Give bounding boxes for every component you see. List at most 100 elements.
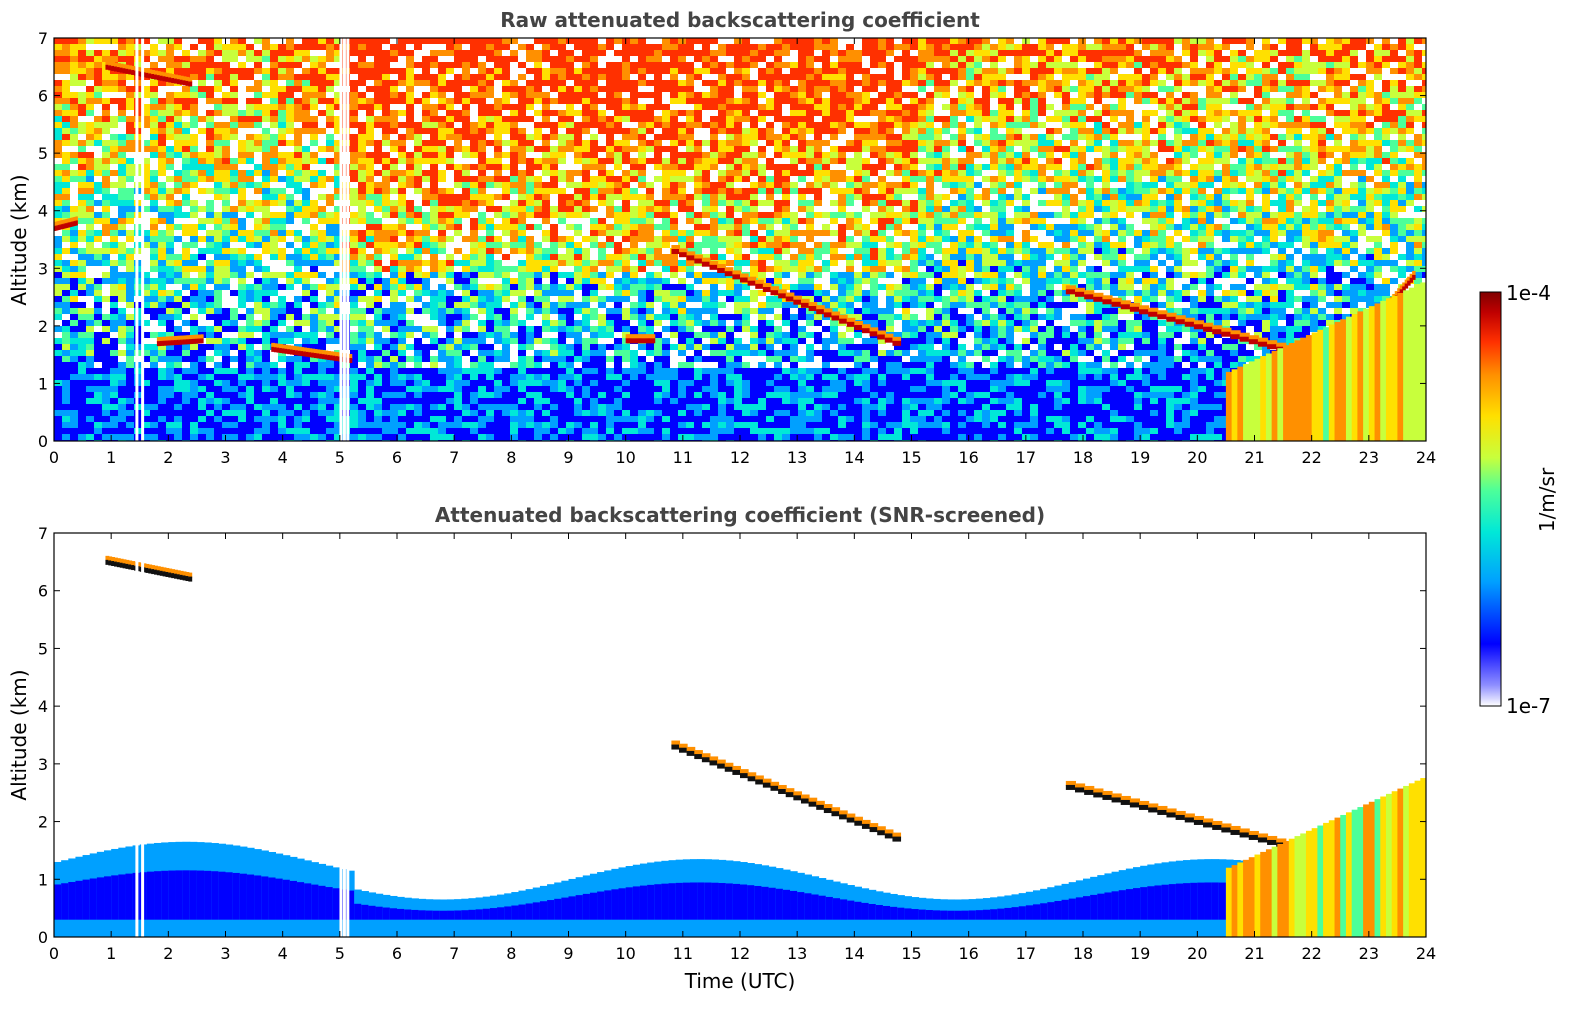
noise-cell bbox=[326, 326, 334, 332]
noise-cell bbox=[470, 314, 478, 320]
noise-cell bbox=[526, 128, 534, 134]
noise-cell bbox=[606, 362, 614, 368]
noise-cell bbox=[390, 398, 398, 404]
noise-cell bbox=[486, 50, 494, 56]
noise-cell bbox=[270, 398, 278, 404]
noise-cell bbox=[582, 386, 590, 392]
noise-cell bbox=[94, 50, 102, 56]
noise-cell bbox=[182, 296, 190, 302]
noise-cell bbox=[534, 332, 542, 338]
noise-cell bbox=[622, 278, 630, 284]
noise-cell bbox=[174, 146, 182, 152]
noise-cell bbox=[542, 110, 550, 116]
noise-cell bbox=[182, 248, 190, 254]
noise-cell bbox=[582, 296, 590, 302]
noise-cell bbox=[486, 320, 494, 326]
noise-cell bbox=[270, 62, 278, 68]
noise-cell bbox=[374, 242, 382, 248]
noise-cell bbox=[126, 212, 134, 218]
noise-cell bbox=[406, 152, 414, 158]
noise-cell bbox=[278, 434, 286, 440]
noise-cell bbox=[366, 80, 374, 86]
noise-cell bbox=[462, 380, 470, 386]
noise-cell bbox=[494, 320, 502, 326]
noise-cell bbox=[398, 230, 406, 236]
noise-cell bbox=[334, 164, 342, 170]
noise-cell bbox=[582, 266, 590, 272]
noise-cell bbox=[606, 434, 614, 440]
noise-cell bbox=[414, 56, 422, 62]
noise-cell bbox=[486, 404, 494, 410]
noise-cell bbox=[278, 308, 286, 314]
noise-cell bbox=[326, 176, 334, 182]
noise-cell bbox=[622, 272, 630, 278]
noise-cell bbox=[622, 344, 630, 350]
noise-cell bbox=[518, 350, 526, 356]
noise-cell bbox=[590, 338, 598, 344]
noise-cell bbox=[398, 332, 406, 338]
noise-cell bbox=[102, 200, 110, 206]
noise-cell bbox=[598, 356, 606, 362]
noise-cell bbox=[326, 236, 334, 242]
noise-cell bbox=[430, 188, 438, 194]
noise-cell bbox=[558, 380, 566, 386]
noise-cell bbox=[142, 278, 150, 284]
noise-cell bbox=[158, 326, 166, 332]
noise-cell bbox=[350, 374, 358, 380]
noise-cell bbox=[302, 254, 310, 260]
noise-cell bbox=[462, 314, 470, 320]
noise-cell bbox=[462, 386, 470, 392]
noise-cell bbox=[102, 422, 110, 428]
noise-cell bbox=[462, 410, 470, 416]
noise-cell bbox=[406, 404, 414, 410]
noise-cell bbox=[438, 356, 446, 362]
noise-cell bbox=[246, 434, 254, 440]
noise-cell bbox=[102, 266, 110, 272]
noise-cell bbox=[494, 290, 502, 296]
noise-cell bbox=[294, 50, 302, 56]
noise-cell bbox=[470, 332, 478, 338]
noise-cell bbox=[350, 44, 358, 50]
noise-cell bbox=[438, 206, 446, 212]
noise-cell bbox=[438, 224, 446, 230]
noise-cell bbox=[566, 50, 574, 56]
noise-cell bbox=[150, 134, 158, 140]
noise-cell bbox=[494, 170, 502, 176]
noise-cell bbox=[118, 368, 126, 374]
noise-cell bbox=[390, 110, 398, 116]
noise-cell bbox=[422, 74, 430, 80]
noise-cell bbox=[350, 224, 358, 230]
noise-cell bbox=[94, 368, 102, 374]
noise-cell bbox=[94, 56, 102, 62]
noise-cell bbox=[510, 398, 518, 404]
noise-cell bbox=[390, 302, 398, 308]
noise-cell bbox=[142, 182, 150, 188]
noise-cell bbox=[510, 212, 518, 218]
noise-cell bbox=[302, 164, 310, 170]
noise-cell bbox=[406, 182, 414, 188]
noise-cell bbox=[238, 218, 246, 224]
noise-cell bbox=[86, 62, 94, 68]
noise-cell bbox=[606, 338, 614, 344]
noise-cell bbox=[502, 248, 510, 254]
noise-cell bbox=[622, 194, 630, 200]
noise-cell bbox=[286, 188, 294, 194]
noise-cell bbox=[374, 98, 382, 104]
noise-cell bbox=[430, 158, 438, 164]
noise-cell bbox=[382, 290, 390, 296]
noise-cell bbox=[382, 362, 390, 368]
noise-cell bbox=[230, 80, 238, 86]
noise-cell bbox=[158, 224, 166, 230]
noise-cell bbox=[414, 212, 422, 218]
noise-cell bbox=[262, 380, 270, 386]
noise-cell bbox=[286, 404, 294, 410]
noise-cell bbox=[230, 290, 238, 296]
noise-cell bbox=[190, 368, 198, 374]
noise-cell bbox=[174, 320, 182, 326]
noise-cell bbox=[422, 392, 430, 398]
noise-cell bbox=[62, 368, 70, 374]
noise-cell bbox=[278, 80, 286, 86]
noise-cell bbox=[142, 404, 150, 410]
noise-cell bbox=[518, 212, 526, 218]
noise-cell bbox=[478, 248, 486, 254]
